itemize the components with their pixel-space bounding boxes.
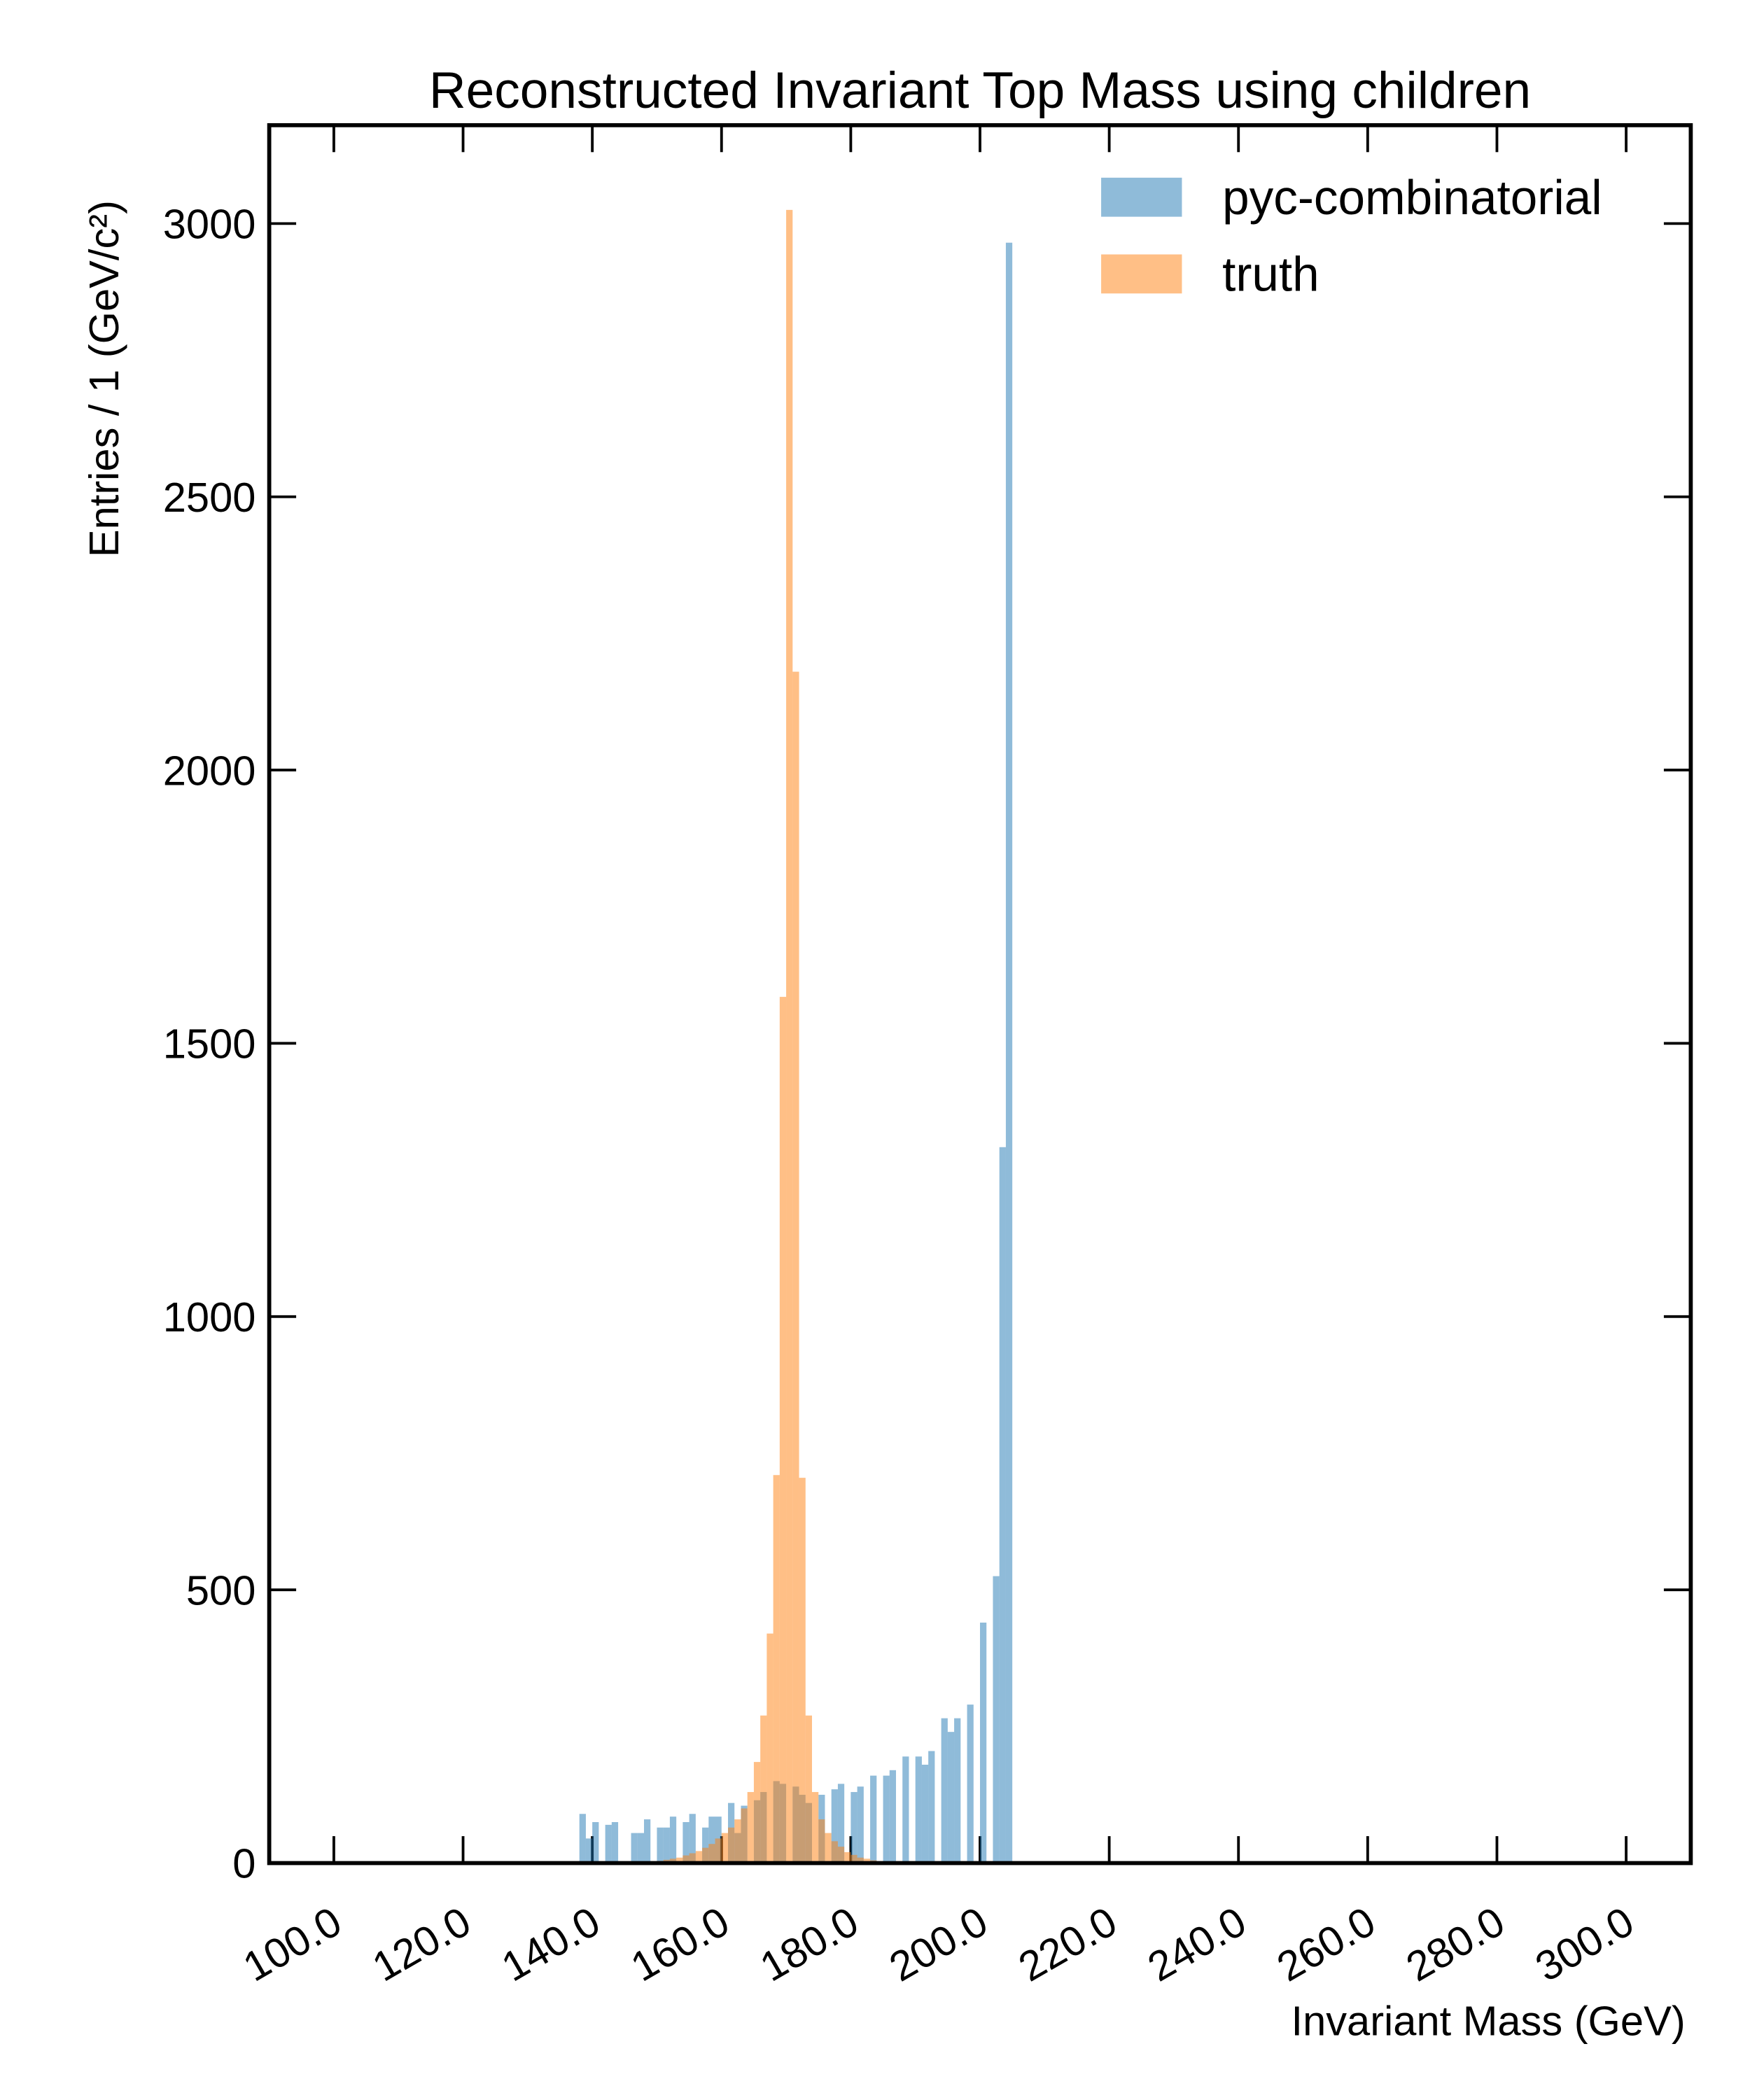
x-tick-label: 280.0 <box>1399 1898 1513 1991</box>
histogram-bar <box>799 1478 806 1863</box>
histogram-bar <box>831 1789 838 1863</box>
histogram-bar <box>947 1732 955 1863</box>
histogram-bar <box>669 1858 677 1863</box>
histogram-bar <box>695 1851 703 1863</box>
legend-label: pyc-combinatorial <box>1222 170 1602 225</box>
x-axis-label: Invariant Mass (GeV) <box>1292 1998 1686 2045</box>
histogram-bar <box>702 1847 709 1863</box>
y-tick-label: 3000 <box>163 201 256 248</box>
histogram-bar <box>585 1838 593 1863</box>
histogram-bar <box>708 1816 715 1863</box>
histogram-bar <box>883 1775 890 1863</box>
histogram-bar <box>611 1821 619 1863</box>
histogram-bar <box>741 1808 748 1863</box>
histogram-bar <box>967 1704 974 1863</box>
legend-swatch <box>1101 177 1182 217</box>
histogram-bar <box>805 1715 812 1863</box>
x-tick-label: 120.0 <box>365 1898 479 1991</box>
histogram-bar <box>669 1816 677 1863</box>
histogram-bar <box>592 1821 599 1863</box>
chart-title: Reconstructed Invariant Top Mass using c… <box>429 62 1531 119</box>
histogram-bar <box>980 1623 987 1863</box>
histogram-bar <box>792 671 799 1863</box>
histogram-bar <box>844 1851 851 1863</box>
histogram-bar <box>637 1833 644 1863</box>
y-tick-label: 2500 <box>163 474 256 521</box>
x-tick-label: 180.0 <box>752 1898 867 1991</box>
x-tick-label: 260.0 <box>1269 1898 1383 1991</box>
histogram-bar <box>928 1751 935 1863</box>
histogram-bar <box>857 1857 864 1863</box>
histogram-bar <box>644 1819 651 1863</box>
histogram-bar <box>760 1715 767 1863</box>
histogram-bar <box>857 1786 864 1863</box>
histogram-bar <box>837 1847 845 1863</box>
histogram-bar <box>747 1792 754 1863</box>
histogram-bar <box>818 1819 825 1863</box>
histogram-bar <box>915 1756 922 1863</box>
histogram-bar <box>850 1792 858 1863</box>
histogram-bar <box>631 1833 638 1863</box>
x-tick-label: 220.0 <box>1011 1898 1125 1991</box>
histogram-bar <box>663 1827 670 1863</box>
y-tick-label: 0 <box>232 1840 255 1887</box>
histogram-bar <box>870 1775 877 1863</box>
histogram-bar <box>786 209 793 1863</box>
histogram-bar <box>999 1147 1006 1863</box>
histogram-bar <box>682 1821 690 1863</box>
histogram-bar <box>605 1824 612 1863</box>
y-tick-label: 1000 <box>163 1294 256 1340</box>
histogram-bar <box>676 1857 683 1863</box>
histogram-bar <box>721 1833 728 1863</box>
histogram-bar <box>889 1770 896 1863</box>
histogram-bar <box>689 1853 696 1863</box>
histogram-bar <box>863 1858 871 1863</box>
histogram-bar <box>708 1844 715 1863</box>
histogram-bar <box>954 1718 961 1863</box>
histogram-bar <box>766 1633 774 1863</box>
x-tick-label: 300.0 <box>1527 1898 1642 1991</box>
histogram-bar <box>825 1833 832 1863</box>
histogram-bar <box>579 1814 586 1863</box>
histogram-bar <box>734 1819 741 1863</box>
histogram-bar <box>682 1855 690 1863</box>
axes-frame <box>267 122 1693 1865</box>
histogram-bar <box>850 1854 858 1863</box>
histogram-bar <box>702 1827 709 1863</box>
histogram-bar <box>831 1841 838 1863</box>
y-tick-label: 2000 <box>163 747 256 794</box>
x-tick-label: 100.0 <box>235 1898 349 1991</box>
histogram-bar <box>941 1718 948 1863</box>
x-tick-label: 240.0 <box>1140 1898 1254 1991</box>
y-tick-label: 1500 <box>163 1021 256 1068</box>
x-tick-label: 160.0 <box>623 1898 737 1991</box>
histogram-bar <box>993 1576 1000 1863</box>
y-axis-label: Entries / 1 (GeV/c²) <box>80 200 127 557</box>
legend-label: truth <box>1222 246 1320 301</box>
histogram-bar <box>657 1827 664 1863</box>
x-tick-label: 200.0 <box>881 1898 995 1991</box>
histogram-bar <box>902 1756 909 1863</box>
histogram-bar <box>715 1838 722 1863</box>
histogram-bar <box>753 1762 761 1863</box>
legend-swatch <box>1101 254 1182 294</box>
y-tick-label: 500 <box>186 1567 255 1614</box>
x-tick-label: 140.0 <box>493 1898 608 1991</box>
histogram-bar <box>812 1792 819 1863</box>
histogram-bar <box>837 1784 845 1863</box>
histogram-bar <box>773 1475 780 1863</box>
histogram-bar <box>1005 242 1013 1863</box>
histogram-bar <box>689 1814 696 1863</box>
histogram-bar <box>728 1827 735 1863</box>
histogram-bar <box>779 997 787 1863</box>
histogram-bar <box>921 1765 929 1863</box>
